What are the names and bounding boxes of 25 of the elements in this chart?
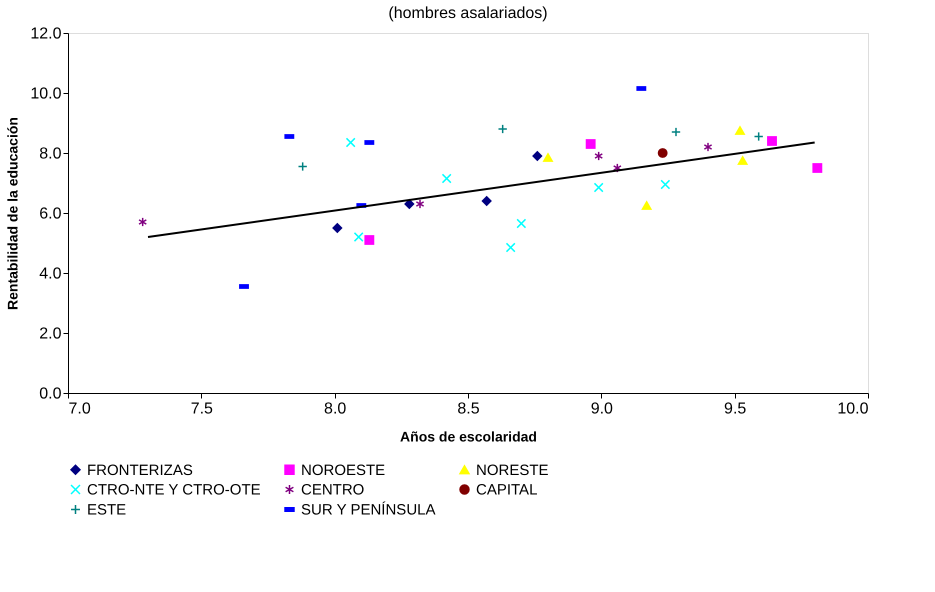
y-tick-label: 12.0 [30,26,62,42]
y-tick-label: 8.0 [39,146,62,162]
y-tick-label: 10.0 [30,86,62,102]
y-tick-label: 0.0 [39,386,62,402]
legend-label: FRONTERIZAS [87,462,193,479]
legend-label: ESTE [87,502,126,518]
x-tick-label: 8.5 [457,400,480,418]
x-tick-label: 10.0 [837,400,869,418]
x-tick-label: 8.0 [324,400,346,418]
y-axis-title: Rentabilidad de la educación [4,117,20,310]
legend-label: CTRO-NTE Y CTRO-OTE [87,482,261,498]
y-tick-label: 6.0 [39,206,62,222]
chart-title: (hombres asalariados) [388,5,548,22]
legend-label: NOROESTE [301,462,386,479]
x-tick-label: 9.0 [590,400,614,418]
y-tick-label: 2.0 [39,326,62,342]
legend-label: CENTRO [301,482,364,498]
legend-label: NORESTE [476,462,549,479]
x-axis-title: Años de escolaridad [400,428,537,444]
y-tick-label: 4.0 [39,266,62,282]
x-tick-label: 7.0 [68,400,91,418]
legend-label: CAPITAL [476,482,538,498]
x-tick-label: 9.5 [724,400,746,418]
legend-label: SUR Y PENÍNSULA [301,500,436,518]
x-tick-label: 7.5 [190,400,214,418]
